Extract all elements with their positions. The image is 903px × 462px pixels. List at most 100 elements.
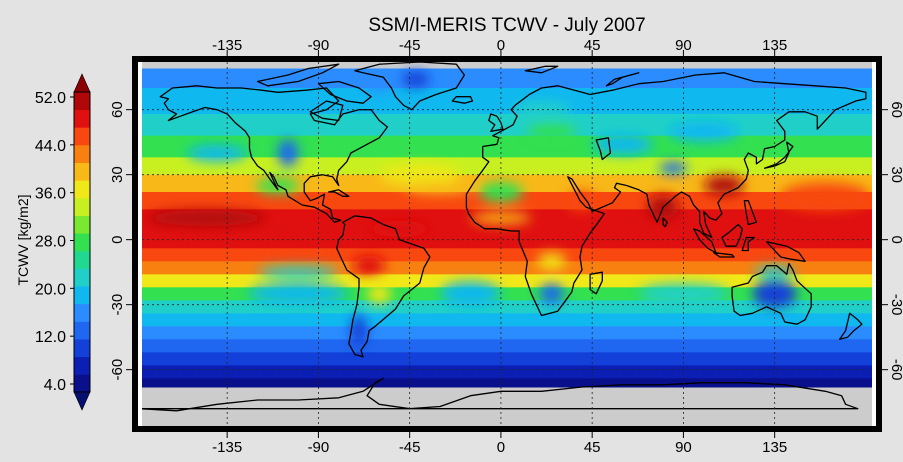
colorbar-swatch (74, 197, 90, 216)
lon-label-bottom: 135 (762, 439, 787, 456)
colorbar-swatch (74, 109, 90, 128)
lat-label-left: 60 (109, 101, 126, 118)
tcwv-patch (401, 71, 430, 88)
coastline-baffin (317, 80, 372, 104)
coastline-greenland (354, 62, 466, 111)
zonal-band (142, 378, 872, 388)
colorbar-label: TCWV [kg/m2] (15, 194, 31, 285)
tcwv-patch (187, 145, 248, 161)
tcwv-patch (539, 283, 564, 304)
colorbar-swatch (74, 250, 90, 269)
tcwv-patch (350, 314, 367, 347)
colorbar: 4.0 12.0 20.0 28.0 36.0 44.0 52.0 TCWV [kg/m2] (15, 73, 91, 411)
zonal-band (142, 135, 872, 158)
tcwv-patch (248, 283, 349, 304)
coastline-south-america (336, 215, 431, 358)
zonal-band (142, 88, 872, 115)
colorbar-tick-label: 20.0 (35, 281, 66, 298)
colorbar-swatch (74, 356, 90, 375)
coastlines (142, 62, 867, 412)
lat-label-right: 60 (888, 101, 903, 118)
map-frame-right (876, 56, 882, 432)
tcwv-patch (146, 210, 267, 226)
colorbar-swatch (74, 162, 90, 181)
coastline-africa-eurasia (465, 72, 867, 317)
latitude-labels-right: 60 30 0 -30 -60 (888, 101, 903, 380)
coastline-svalbard (524, 65, 559, 74)
map-panel: -135 -90 -45 0 45 90 135 -135 -90 -45 0 45 90 135 60… (109, 37, 903, 456)
lat-label-right: -30 (888, 294, 903, 316)
lat-label-right: -60 (888, 359, 903, 381)
lat-label-left: -30 (109, 294, 126, 316)
tcwv-patch (592, 134, 653, 155)
lon-label-top: 135 (762, 37, 787, 54)
colorbar-swatches (74, 92, 90, 393)
coastline-novaya-zemlya (605, 72, 640, 87)
coastline-sulawesi (741, 236, 756, 252)
tcwv-patch (440, 281, 501, 306)
colorbar-tick-label: 4.0 (44, 377, 66, 394)
coastline-antarctica (142, 377, 859, 412)
coastline-arctic-islands (256, 63, 340, 87)
zonal-band (142, 339, 872, 353)
coastline-japan (763, 141, 794, 169)
tcwv-patch (703, 175, 744, 196)
lat-label-left: -60 (109, 359, 126, 381)
tcwv-patch (367, 283, 392, 304)
coastline-north-america (159, 85, 389, 223)
tcwv-patch (659, 162, 688, 175)
colorbar-over-arrow (73, 73, 91, 93)
longitude-labels-top: -135 -90 -45 0 45 90 135 (212, 37, 787, 54)
colorbar-frame (73, 91, 91, 393)
map-frame-bottom (132, 426, 882, 432)
coastline-borneo (721, 223, 743, 247)
colorbar-swatch (74, 303, 90, 322)
coastline-sri-lanka (662, 217, 668, 228)
lon-label-bottom: -90 (308, 439, 330, 456)
tcwv-patch (363, 75, 396, 92)
lon-label-bottom: 0 (497, 439, 505, 456)
colorbar-under-arrow (73, 391, 91, 411)
coastline-cuba (327, 189, 350, 197)
zonal-band (142, 352, 872, 366)
colorbar-swatch (74, 286, 90, 305)
colorbar-swatch (74, 268, 90, 287)
tcwv-patch (537, 253, 566, 270)
lon-label-bottom: 90 (675, 439, 692, 456)
lon-label-top: -45 (399, 37, 421, 54)
colorbar-tick-label: 36.0 (35, 186, 66, 203)
zonal-band (142, 114, 872, 137)
colorbar-swatch (74, 127, 90, 146)
latitude-labels-left: 60 30 0 -30 -60 (109, 101, 126, 380)
zonal-band (142, 68, 872, 89)
colorbar-swatch (74, 144, 90, 163)
zonal-band (142, 313, 872, 327)
lat-label-left: 0 (109, 235, 126, 243)
coastline-new-zealand (838, 312, 863, 340)
water-vapour-patches (146, 71, 871, 347)
zonal-band (142, 248, 872, 262)
coastline-australia (731, 262, 812, 325)
colorbar-swatch (74, 339, 90, 358)
lon-label-top: 0 (497, 37, 505, 54)
tcwv-patch (278, 139, 298, 167)
tcwv-field (142, 62, 872, 426)
coastline-uk (488, 113, 504, 132)
longitude-labels-bottom: -135 -90 -45 0 45 90 135 (212, 439, 787, 456)
zonal-band (142, 157, 872, 176)
colorbar-swatch (74, 321, 90, 340)
colorbar-swatch (74, 215, 90, 234)
colorbar-swatch (74, 374, 90, 393)
lon-label-top: 45 (584, 37, 601, 54)
lon-label-bottom: -135 (212, 439, 242, 456)
colorbar-swatch (74, 180, 90, 199)
coastline-hudson-bay (309, 100, 344, 122)
zonal-band (142, 326, 872, 340)
tcwv-patch (780, 182, 871, 211)
colorbar-swatch (74, 92, 90, 111)
tcwv-patch (379, 164, 460, 185)
map-frame-ticks (126, 50, 888, 438)
tcwv-patch (526, 123, 577, 140)
coastline-java (713, 252, 735, 258)
